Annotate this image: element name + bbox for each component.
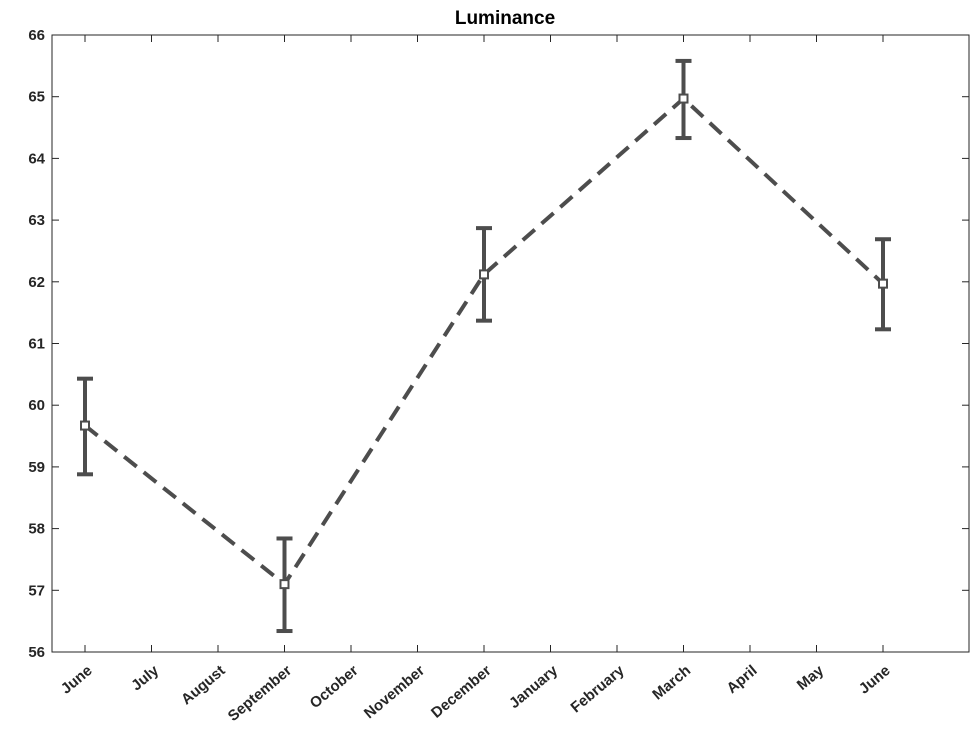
- x-tick-label: October: [307, 662, 362, 712]
- data-point-marker: [678, 93, 689, 104]
- x-tick-label: April: [723, 662, 760, 697]
- x-tick-label: February: [567, 662, 628, 717]
- y-tick-label: 61: [28, 336, 45, 353]
- series-line: [83, 95, 885, 588]
- x-tick-label: March: [649, 662, 694, 703]
- data-point-marker: [279, 579, 290, 590]
- y-tick-label: 59: [28, 459, 45, 476]
- y-tick-label: 62: [28, 274, 45, 291]
- y-tick-label: 66: [28, 27, 45, 44]
- plot-area: [51, 34, 970, 653]
- data-point-marker: [878, 278, 888, 289]
- data-point-marker: [479, 269, 489, 280]
- x-tick-label: August: [178, 662, 229, 708]
- y-tick-label: 60: [28, 397, 45, 414]
- x-tick-label: June: [856, 662, 894, 698]
- x-tick-label: May: [794, 662, 828, 694]
- y-tick-label: 65: [28, 89, 45, 106]
- x-tick-label: July: [128, 662, 162, 695]
- x-tick-label: November: [361, 662, 428, 722]
- y-tick-label: 64: [28, 150, 45, 167]
- y-tick-label: 56: [28, 644, 45, 661]
- y-tick-label: 63: [28, 212, 45, 229]
- x-tick-label: January: [506, 662, 562, 712]
- data-point-marker: [80, 420, 90, 431]
- x-tick-label: September: [225, 662, 295, 725]
- series-group: [77, 58, 891, 634]
- chart-title: Luminance: [455, 8, 555, 29]
- x-tick-label: June: [58, 662, 96, 698]
- y-tick-label: 58: [28, 521, 45, 538]
- x-tick-label: December: [428, 662, 495, 722]
- y-tick-label: 57: [28, 582, 45, 599]
